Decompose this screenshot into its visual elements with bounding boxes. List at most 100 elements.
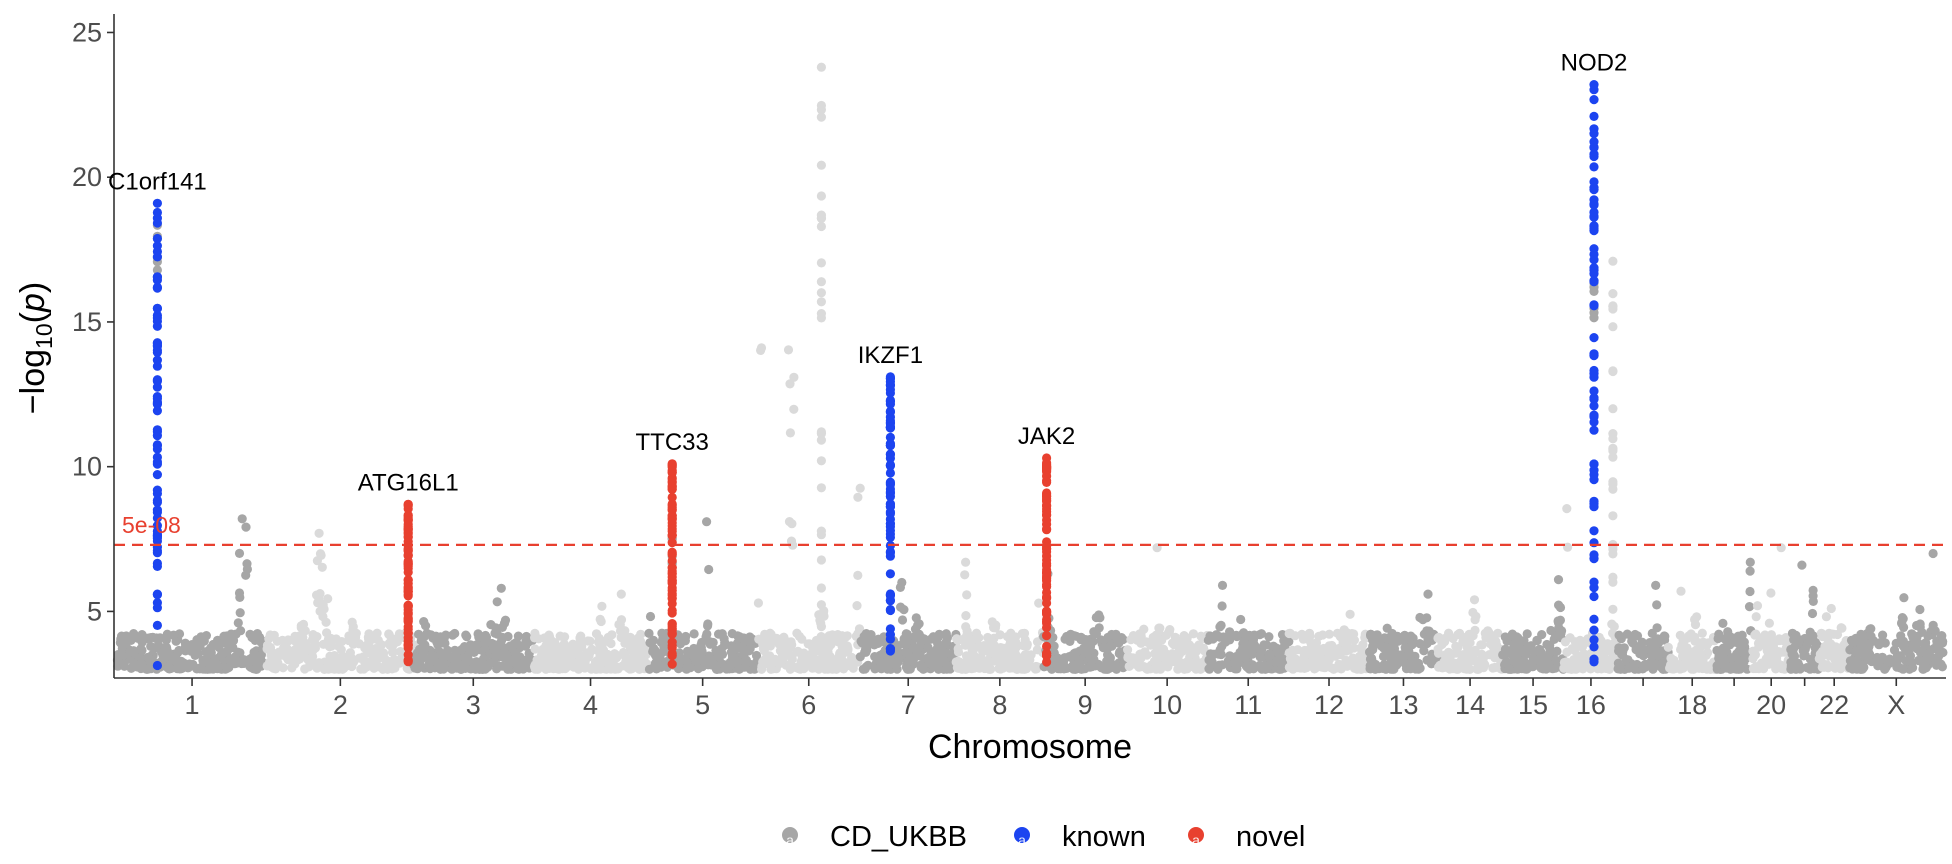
- locus-point-nod2: [1589, 269, 1599, 279]
- snp-point: [998, 654, 1008, 665]
- snp-point: [1469, 595, 1480, 605]
- snp-point: [1679, 651, 1689, 661]
- snp-point: [1540, 663, 1550, 674]
- snp-point: [625, 632, 635, 642]
- snp-point: [1355, 651, 1365, 662]
- snp-point: [816, 62, 827, 72]
- legend-key-novel: [1188, 827, 1204, 843]
- snp-point: [234, 548, 245, 559]
- locus-point-c1orf141: [152, 233, 162, 244]
- snp-point: [781, 649, 791, 659]
- snp-point: [194, 639, 204, 650]
- snp-point: [1376, 641, 1386, 651]
- snp-point: [816, 297, 827, 307]
- snp-point: [1934, 641, 1944, 651]
- snp-point: [287, 663, 297, 673]
- snp-point: [1344, 645, 1354, 655]
- locus-point-jak2: [1042, 631, 1052, 641]
- snp-point: [1546, 625, 1556, 636]
- locus-point-atg16l1: [403, 516, 413, 526]
- snp-point: [1173, 637, 1183, 647]
- snp-point: [995, 630, 1005, 640]
- snp-point: [168, 630, 178, 640]
- snp-point: [1148, 632, 1158, 643]
- locus-point-ttc33: [667, 549, 677, 559]
- snp-point: [1128, 631, 1138, 641]
- locus-point-nod2: [1589, 350, 1599, 360]
- snp-point: [1365, 647, 1375, 657]
- snp-point: [818, 650, 828, 660]
- locus-point-c1orf141: [152, 282, 162, 292]
- snp-point: [1928, 548, 1938, 559]
- locus-point-c1orf141: [152, 548, 162, 558]
- snp-point: [774, 639, 784, 649]
- snp-point: [1385, 646, 1395, 656]
- locus-point-ttc33: [667, 629, 677, 639]
- snp-point: [379, 648, 389, 658]
- snp-point: [1698, 663, 1708, 674]
- snp-point: [151, 633, 162, 643]
- snp-point: [628, 646, 638, 656]
- snp-point: [989, 643, 999, 653]
- snp-point: [914, 619, 924, 629]
- y-tick-label: 15: [72, 307, 102, 337]
- snp-point: [218, 649, 228, 659]
- snp-point: [701, 632, 711, 642]
- snp-point: [460, 658, 470, 669]
- snp-point: [1698, 653, 1708, 663]
- locus-point-c1orf141: [152, 444, 162, 454]
- snp-point: [1217, 601, 1227, 611]
- snp-point: [464, 644, 474, 654]
- snp-point: [1520, 650, 1531, 660]
- locus-point-ttc33: [667, 556, 677, 566]
- locus-point-jak2: [1042, 477, 1052, 487]
- locus-point-ikzf1: [885, 422, 896, 432]
- snp-point: [1553, 575, 1564, 585]
- snp-point: [1012, 651, 1022, 661]
- snp-point: [1924, 649, 1934, 659]
- snp-point: [735, 664, 745, 674]
- locus-point-nod2: [1589, 207, 1599, 217]
- snp-point: [1608, 549, 1618, 559]
- snp-point: [916, 640, 926, 650]
- snp-point: [1422, 613, 1432, 623]
- snp-point: [1808, 585, 1818, 596]
- snp-point: [1141, 664, 1151, 674]
- snp-point: [853, 492, 863, 502]
- snp-point: [705, 639, 715, 649]
- snp-point: [1552, 662, 1562, 672]
- snp-point: [472, 640, 482, 650]
- snp-point: [274, 648, 284, 658]
- snp-point: [387, 633, 397, 644]
- snp-point: [1878, 630, 1888, 640]
- snp-point: [1609, 621, 1619, 632]
- snp-point: [1808, 631, 1818, 641]
- snp-point: [1713, 633, 1723, 644]
- locus-point-ttc33: [667, 563, 677, 573]
- locus-point-c1orf141: [152, 485, 162, 495]
- locus-point-c1orf141: [152, 321, 162, 331]
- snp-point: [961, 651, 972, 661]
- snp-point: [897, 615, 908, 625]
- snp-point: [878, 648, 888, 659]
- snp-point: [1493, 628, 1503, 638]
- snp-point: [265, 630, 275, 640]
- snp-point: [1608, 511, 1618, 521]
- snp-point: [586, 664, 596, 674]
- snp-point: [1163, 660, 1173, 670]
- snp-point: [1477, 640, 1487, 650]
- snp-point: [1851, 646, 1861, 656]
- snp-point: [1769, 637, 1780, 648]
- locus-point-nod2: [1589, 365, 1599, 376]
- legend-key-cd-ukbb: [782, 827, 798, 843]
- snp-point: [521, 641, 531, 651]
- locus-point-c1orf141: [152, 398, 162, 408]
- snp-point: [502, 650, 512, 661]
- snp-point: [338, 651, 348, 661]
- locus-point-c1orf141: [152, 505, 162, 515]
- snp-point: [1915, 604, 1925, 615]
- snp-point: [704, 564, 714, 575]
- snp-point: [249, 647, 259, 657]
- snp-point: [765, 628, 775, 638]
